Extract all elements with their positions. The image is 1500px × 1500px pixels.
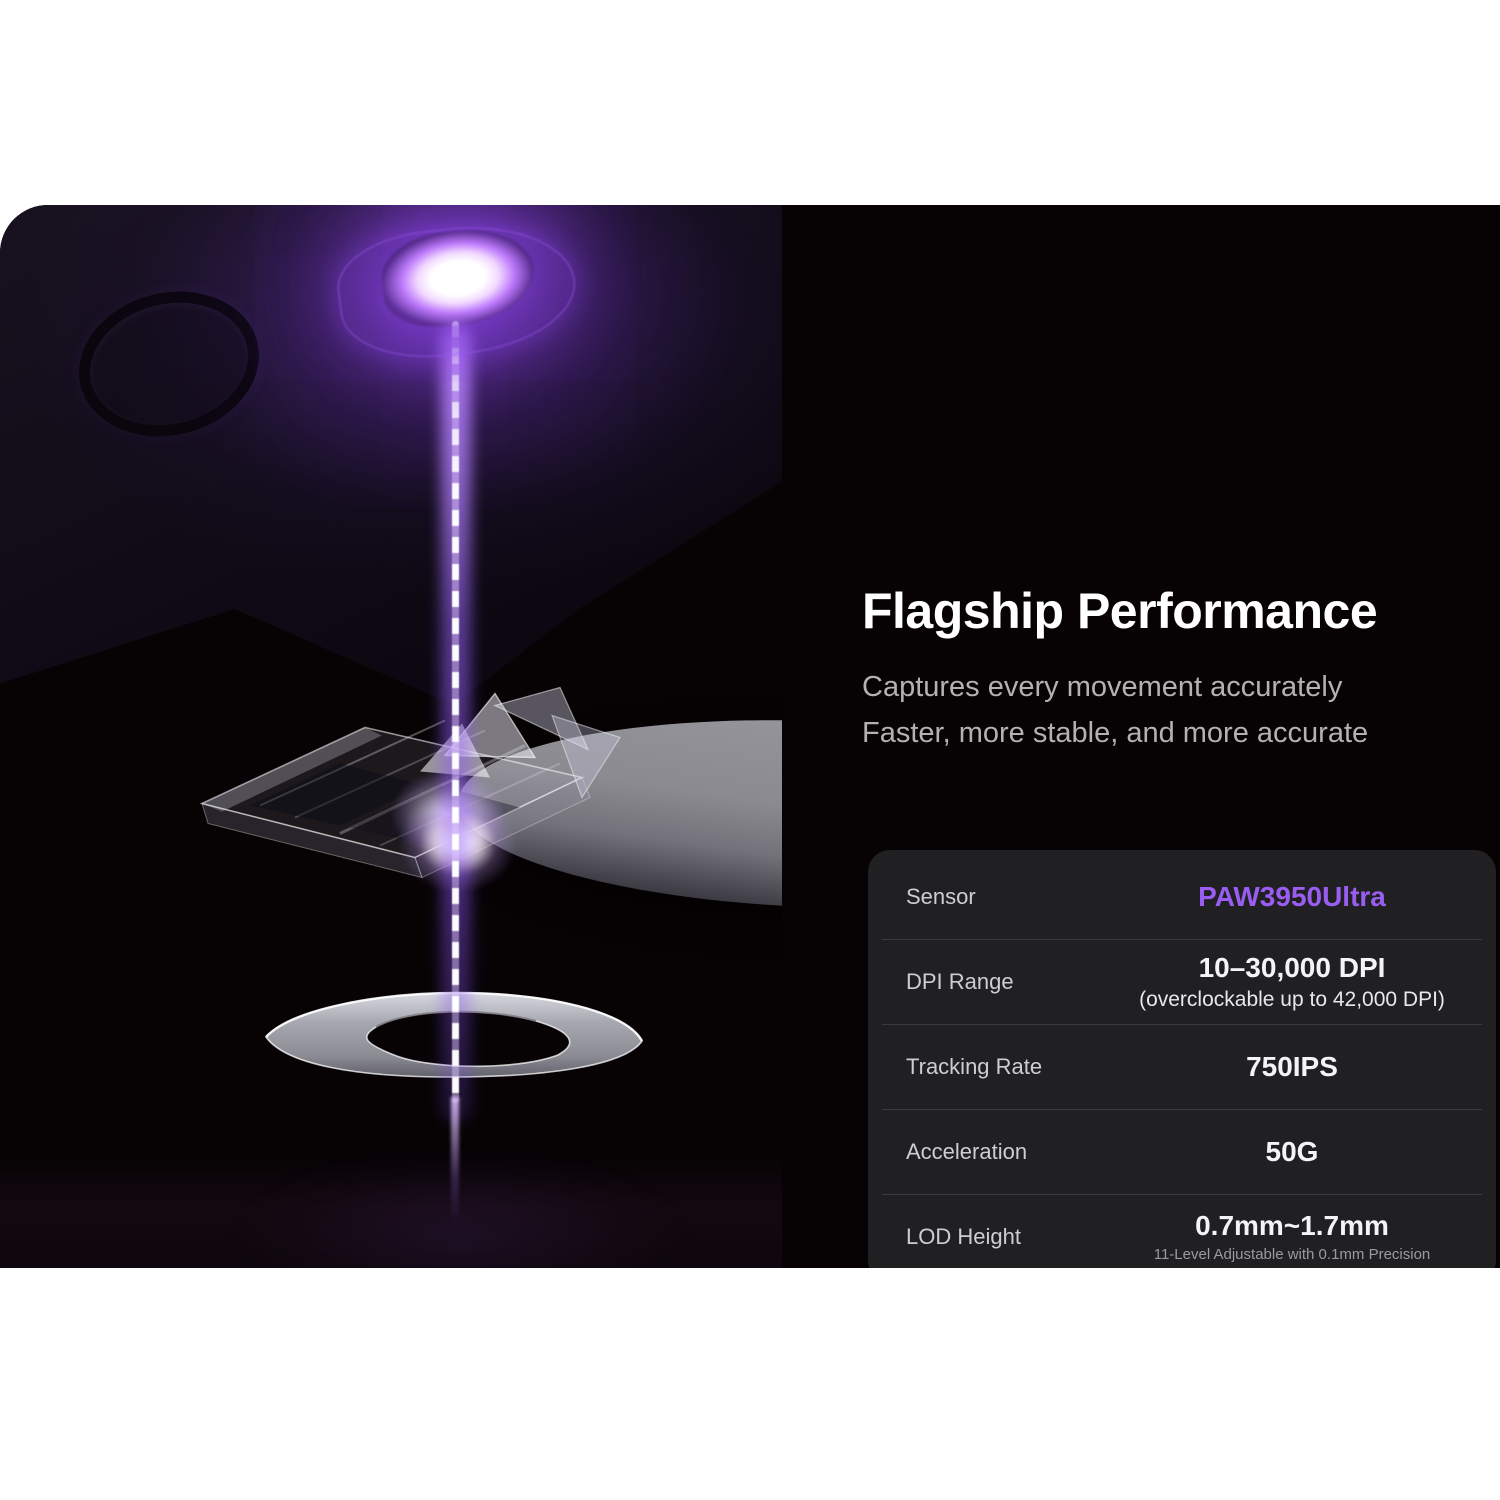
spec-subvalue: 11-Level Adjustable with 0.1mm Precision	[1153, 1246, 1431, 1264]
spec-value-box: PAW3950Ultra	[1092, 880, 1492, 914]
spec-label: LOD Height	[906, 1223, 1021, 1249]
spec-row: LOD Height 0.7mm~1.7mm 11-Level Adjustab…	[868, 1194, 1496, 1268]
spec-value-box: 750IPS	[1092, 1050, 1492, 1084]
subtitle-line-1: Captures every movement accurately	[862, 671, 1343, 703]
spec-value-box: 10–30,000 DPI (overclockable up to 42,00…	[1092, 951, 1492, 1012]
hero-panel: Flagship Performance Captures every move…	[0, 205, 1500, 1268]
spec-value: 50G	[1265, 1135, 1319, 1167]
floor-tint	[0, 1157, 782, 1268]
spec-row: Tracking Rate 750IPS	[868, 1024, 1496, 1109]
page-subtitle: Captures every movement accurately Faste…	[862, 665, 1472, 757]
laser-beam-tail	[451, 1097, 459, 1222]
spec-value: 750IPS	[1246, 1050, 1338, 1082]
sensor-illustration	[0, 205, 782, 1268]
spec-label: Acceleration	[906, 1138, 1028, 1164]
laser-beam-core	[452, 321, 459, 1103]
subtitle-line-2: Faster, more stable, and more accurate	[862, 716, 1369, 749]
spec-table: Sensor PAW3950Ultra DPI Range 10–30,000 …	[868, 850, 1496, 1268]
spec-row: Acceleration 50G	[868, 1109, 1496, 1194]
spec-label: Sensor	[906, 883, 976, 909]
spec-label: Tracking Rate	[906, 1053, 1043, 1079]
page-title: Flagship Performance	[862, 583, 1378, 639]
spec-row: Sensor PAW3950Ultra	[868, 854, 1496, 939]
spec-label: DPI Range	[906, 968, 1014, 994]
spec-value-box: 50G	[1092, 1135, 1492, 1169]
spec-value: PAW3950Ultra	[1198, 880, 1386, 912]
hero-text: Flagship Performance Captures every move…	[862, 583, 1472, 757]
spec-value: 0.7mm~1.7mm	[1195, 1209, 1389, 1241]
spec-row: DPI Range 10–30,000 DPI (overclockable u…	[868, 939, 1496, 1024]
spec-subvalue: (overclockable up to 42,000 DPI)	[1139, 987, 1445, 1011]
spec-value: 10–30,000 DPI	[1198, 952, 1386, 984]
spec-value-box: 0.7mm~1.7mm 11-Level Adjustable with 0.1…	[1092, 1209, 1492, 1265]
